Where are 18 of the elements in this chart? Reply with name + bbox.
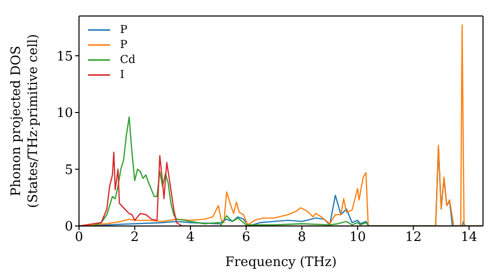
y-tick-label: 10 [56, 106, 73, 122]
x-tick-label: 6 [242, 230, 250, 246]
legend-label: P [120, 22, 128, 37]
x-tick-label: 12 [405, 230, 422, 246]
legend-label: I [120, 67, 124, 82]
x-axis-title: Frequency (THz) [225, 255, 337, 270]
x-tick-label: 4 [186, 230, 195, 246]
y-axis-title: Phonon projected DOS (States/THz·primitive cell) [9, 34, 41, 208]
legend-label: P [120, 37, 128, 52]
legend-label: Cd [120, 52, 136, 67]
x-tick-label: 14 [460, 230, 478, 246]
y-tick-label: 15 [56, 49, 73, 64]
y-tick-label: 0 [64, 220, 73, 235]
x-tick-label: 0 [74, 230, 84, 246]
x-tick-label: 8 [298, 230, 306, 246]
x-tick-label: 2 [130, 230, 139, 246]
y-tick-label: 5 [64, 162, 73, 178]
x-tick-label: 10 [349, 230, 366, 246]
